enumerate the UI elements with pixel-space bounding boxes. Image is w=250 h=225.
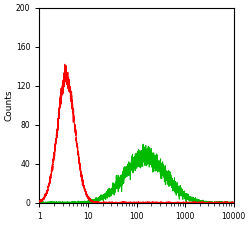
Y-axis label: Counts: Counts [4,90,13,121]
